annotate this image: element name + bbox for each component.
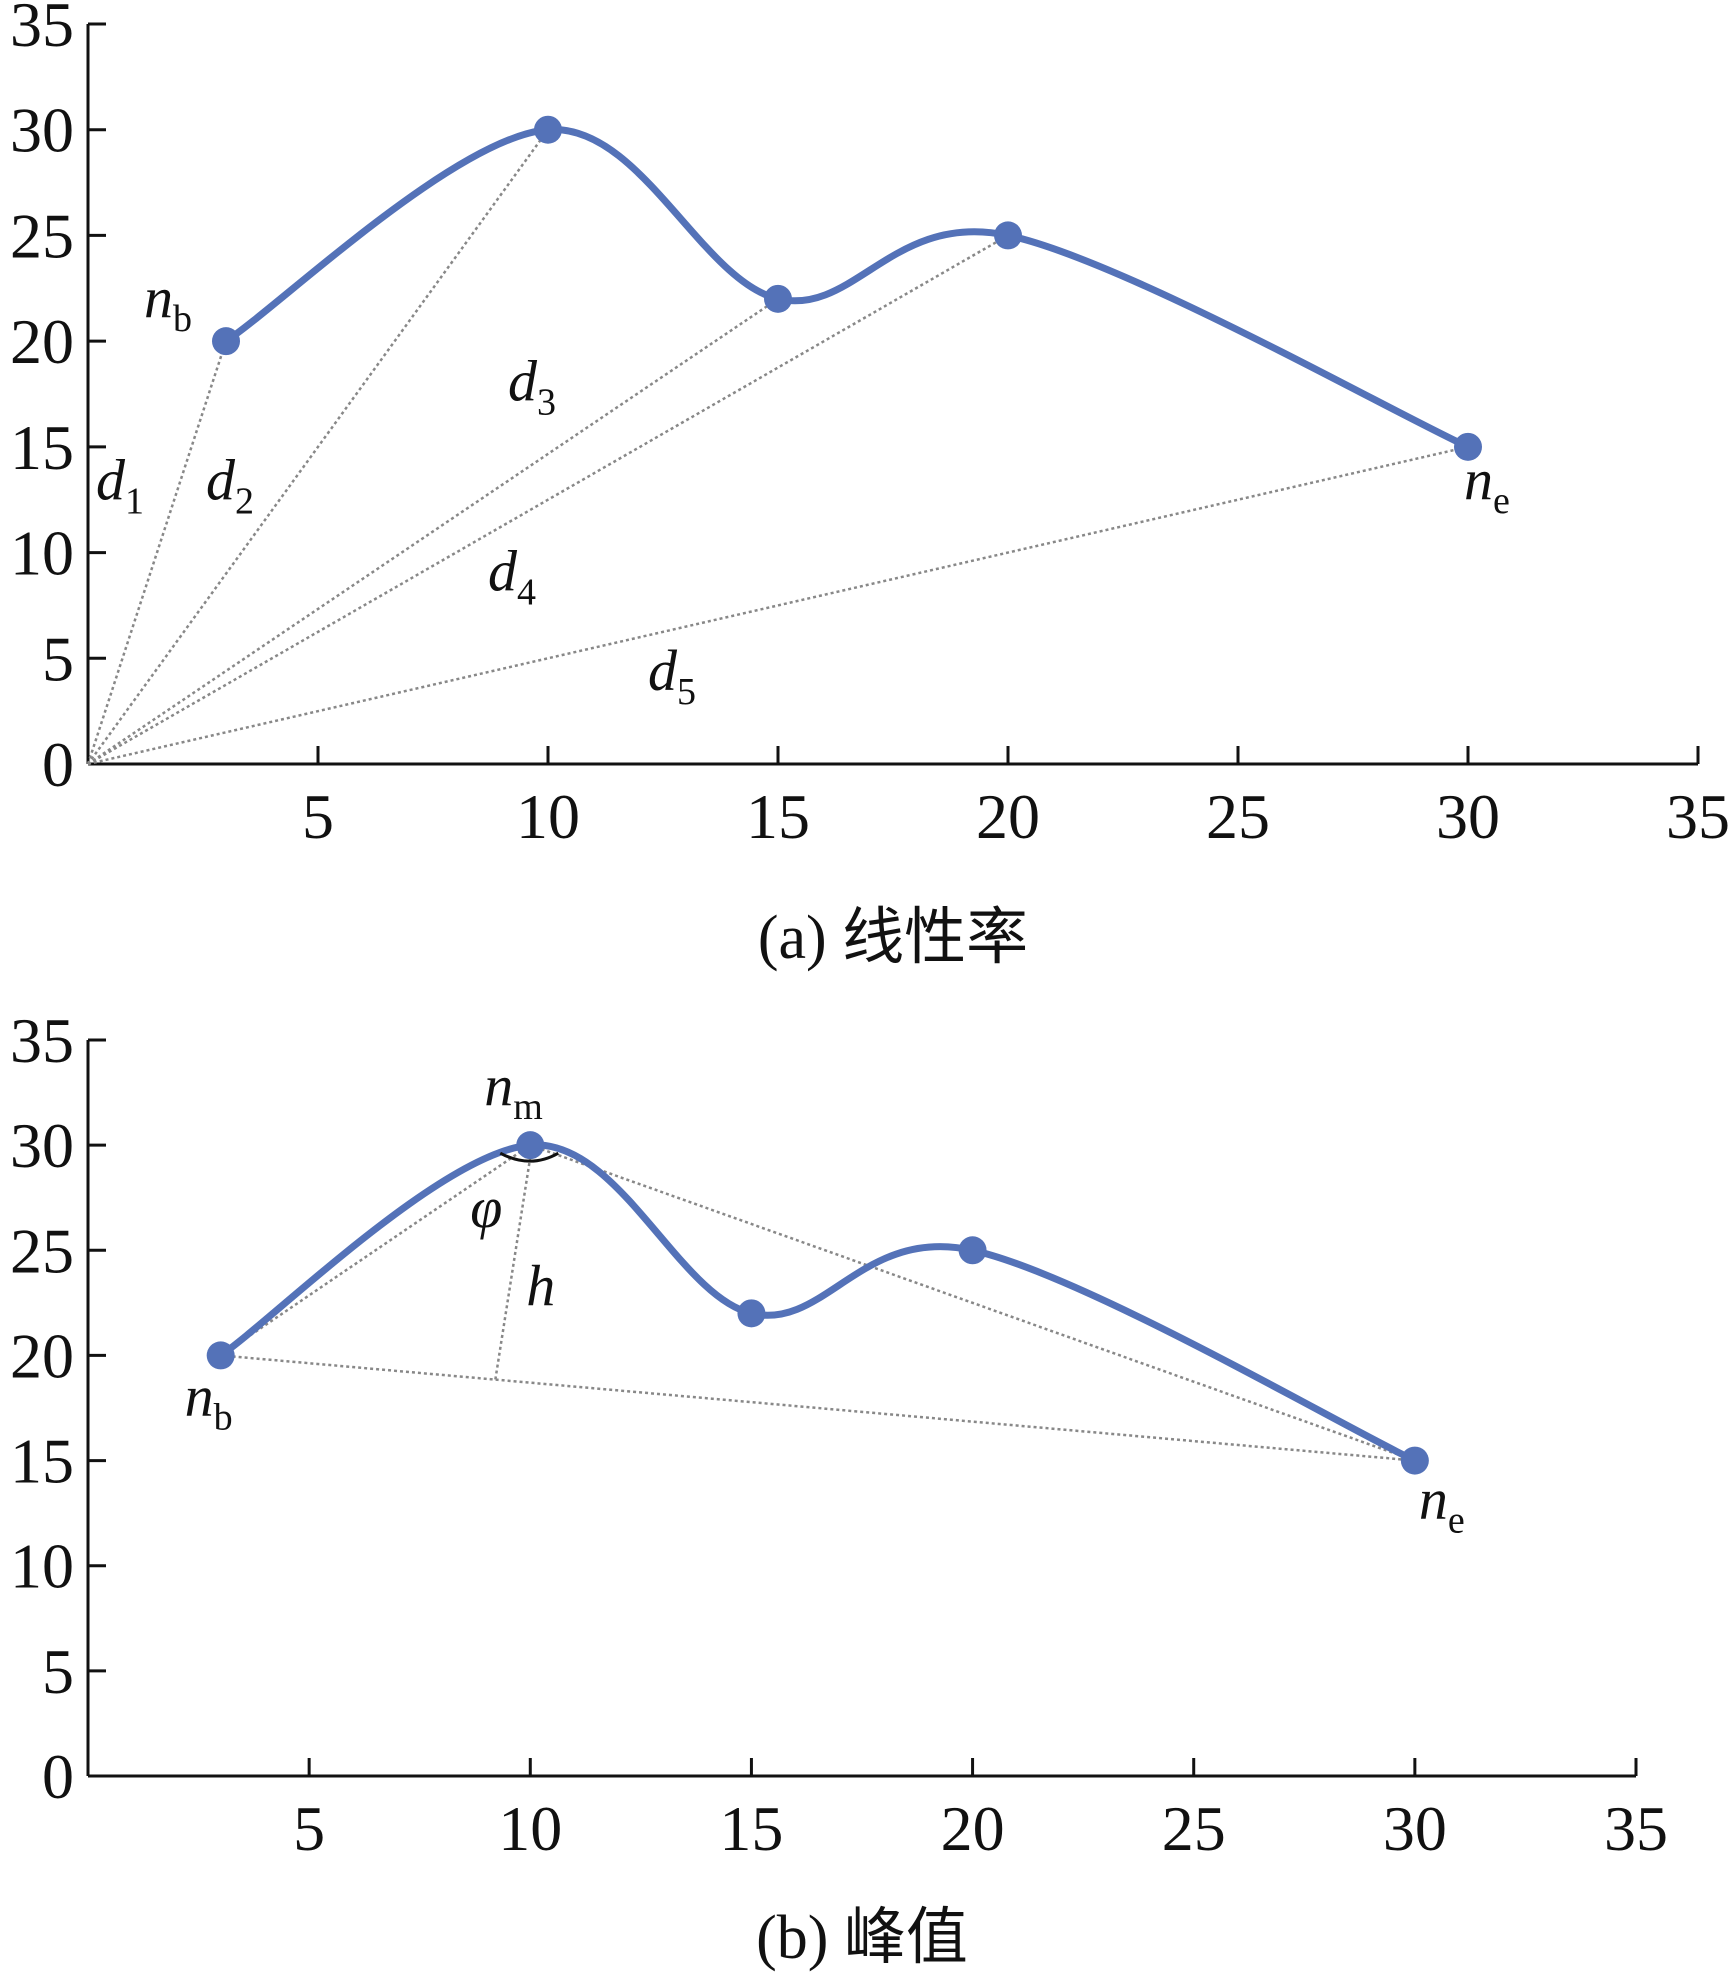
y-tick-label-0-5: 25 bbox=[10, 200, 74, 271]
y-tick-label-0-7: 35 bbox=[10, 0, 74, 60]
x-tick-label-0-3: 20 bbox=[976, 781, 1040, 852]
x-tick-label-1-2: 15 bbox=[719, 1793, 783, 1864]
label-nm-b: nm bbox=[484, 1053, 543, 1128]
panel-b: 5 10 15 20 25 30 35 0 5 10 15 20 25 30 35 nm nb ne φh (b) 峰… bbox=[10, 1005, 1668, 1972]
y-tick-label-0-4: 20 bbox=[10, 306, 74, 377]
y-tick-label-0-1: 5 bbox=[42, 623, 74, 694]
x-tick-label-1-0: 5 bbox=[293, 1793, 325, 1864]
y-tick-label-0-0: 0 bbox=[42, 729, 74, 800]
point-a-3 bbox=[994, 221, 1022, 250]
x-tick-label-0-4: 25 bbox=[1206, 781, 1270, 852]
base-line bbox=[220, 1354, 1415, 1462]
x-tick-label-1-3: 20 bbox=[941, 1793, 1005, 1864]
series-line-a bbox=[222, 126, 1472, 451]
distance-line-3 bbox=[87, 297, 779, 766]
y-tick-label-1-5: 25 bbox=[10, 1215, 74, 1286]
point-a-4 bbox=[1454, 432, 1482, 461]
y-tick-label-0-6: 30 bbox=[10, 95, 74, 166]
label-d4: d4 bbox=[488, 539, 536, 614]
left-side-line bbox=[219, 1144, 531, 1357]
point-a-1 bbox=[534, 115, 562, 144]
point-b-2 bbox=[737, 1299, 766, 1328]
right-side-line bbox=[529, 1143, 1416, 1462]
distance-line-2 bbox=[86, 128, 550, 765]
label-d2: d2 bbox=[206, 448, 254, 523]
x-tick-label-0-5: 30 bbox=[1436, 781, 1500, 852]
label-d3: d3 bbox=[508, 348, 556, 423]
x-tick-label-1-4: 25 bbox=[1162, 1793, 1226, 1864]
angle-arc bbox=[499, 1151, 560, 1163]
label-nb-b: nb bbox=[185, 1363, 233, 1438]
label-phi: φ bbox=[470, 1175, 502, 1240]
caption-b: (b) 峰值 bbox=[756, 1904, 968, 1972]
x-tick-label-1-5: 30 bbox=[1383, 1793, 1447, 1864]
y-tick-label-1-3: 15 bbox=[10, 1426, 74, 1497]
point-a-2 bbox=[764, 284, 792, 313]
x-tick-label-0-6: 35 bbox=[1666, 781, 1730, 852]
y-tick-label-1-6: 30 bbox=[10, 1110, 74, 1181]
x-tick-label-0-1: 10 bbox=[516, 781, 580, 852]
point-a-0 bbox=[212, 327, 240, 356]
x-tick-label-0-0: 5 bbox=[302, 781, 334, 852]
y-tick-label-1-4: 20 bbox=[10, 1320, 74, 1391]
x-tick-label-1-1: 10 bbox=[498, 1793, 562, 1864]
label-d5: d5 bbox=[648, 638, 696, 713]
y-tick-label-1-0: 0 bbox=[42, 1741, 74, 1812]
caption-a: (a) 线性率 bbox=[758, 904, 1028, 972]
y-tick-label-1-7: 35 bbox=[10, 1005, 74, 1076]
y-tick-label-0-2: 10 bbox=[10, 518, 74, 589]
label-nb-a: nb bbox=[144, 265, 192, 340]
panel-a: 5 10 15 20 25 30 35 0 5 10 15 20 25 30 35 nb ne d1 d2 d3 d4 d… bbox=[10, 0, 1730, 972]
point-b-4 bbox=[1400, 1446, 1429, 1475]
label-d1: d1 bbox=[96, 448, 144, 523]
x-tick-label-1-6: 35 bbox=[1604, 1793, 1668, 1864]
y-tick-label-1-1: 5 bbox=[42, 1636, 74, 1707]
label-ne-a: ne bbox=[1464, 447, 1510, 522]
label-h: h bbox=[526, 1253, 555, 1318]
series-line-b bbox=[217, 1141, 1419, 1465]
point-b-0 bbox=[206, 1341, 235, 1370]
distance-line-5 bbox=[87, 445, 1469, 766]
distance-line-4 bbox=[87, 234, 1009, 766]
y-tick-label-0-3: 15 bbox=[10, 412, 74, 483]
point-b-3 bbox=[958, 1236, 987, 1265]
x-tick-label-0-2: 15 bbox=[746, 781, 810, 852]
y-tick-label-1-2: 10 bbox=[10, 1531, 74, 1602]
distance-line-1 bbox=[86, 340, 228, 765]
height-line bbox=[494, 1156, 532, 1380]
label-ne-b: ne bbox=[1419, 1467, 1465, 1542]
point-b-1 bbox=[516, 1131, 545, 1160]
